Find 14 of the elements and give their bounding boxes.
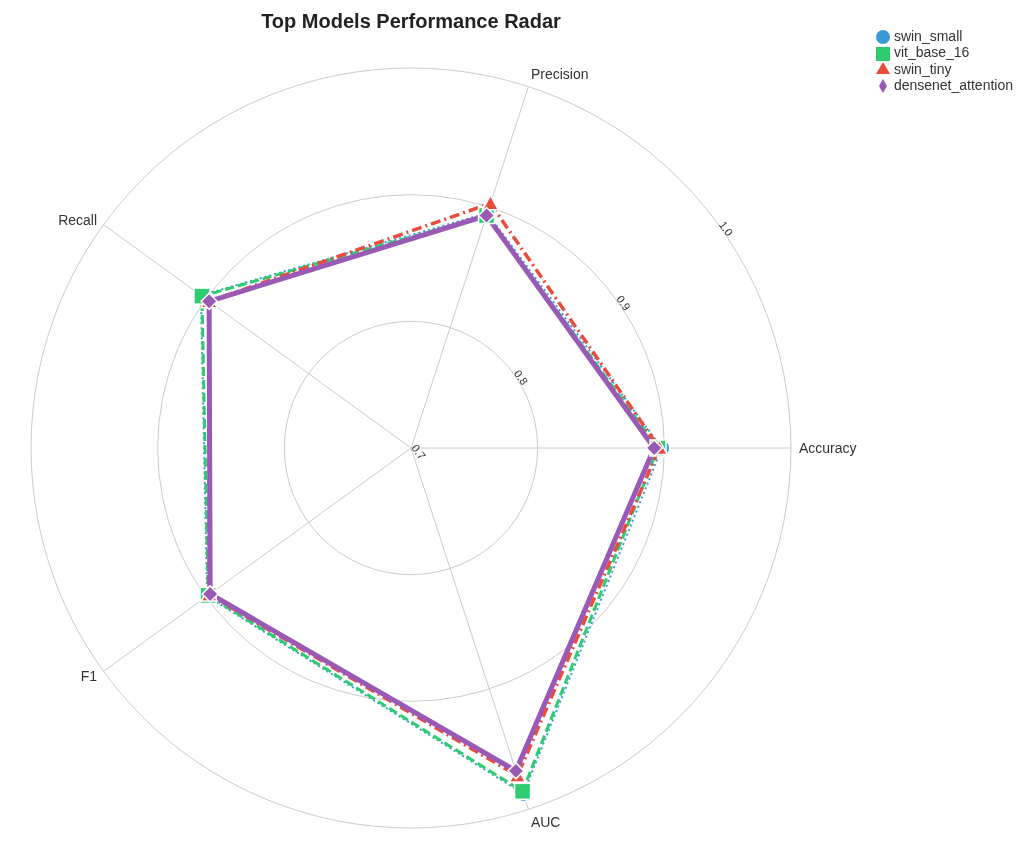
legend-label: densenet_attention (893, 76, 1013, 93)
y-tick-label: 0.7 (409, 442, 429, 462)
chart-title: Top Models Performance Radar (260, 10, 562, 33)
spoke-label: F1 (80, 668, 98, 685)
spoke-label: AUC (530, 813, 561, 830)
y-tick-label: 0.8 (511, 367, 531, 388)
y-tick-label: 0.9 (614, 293, 634, 313)
spoke-label: Accuracy (799, 439, 857, 456)
legend-label: swin_small (893, 28, 963, 44)
y-tick-label: 1.0 (716, 218, 736, 239)
legend-label: vit_base_16 (893, 44, 970, 61)
spoke-label: Recall (58, 211, 98, 228)
spoke-label: Precision (530, 65, 589, 82)
legend-label: swin_tiny (893, 60, 952, 77)
